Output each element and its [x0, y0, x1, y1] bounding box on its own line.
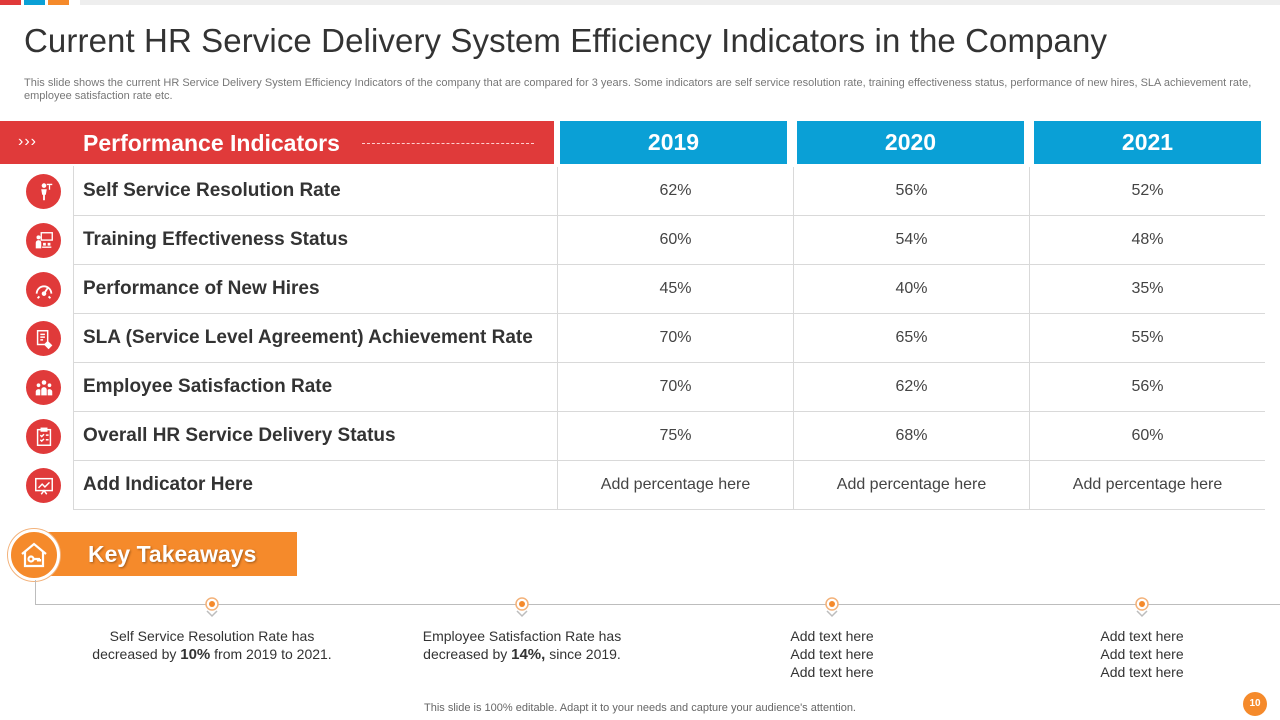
- value-2021: 60%: [1029, 412, 1265, 460]
- takeaway-text-end: since 2019.: [545, 646, 621, 662]
- header-year-2020: 2020: [797, 121, 1024, 164]
- chevron-down-icon: [826, 610, 838, 618]
- speedometer-icon: [26, 272, 61, 307]
- accent-blue: [24, 0, 45, 5]
- key-takeaways-label: Key Takeaways: [88, 541, 257, 567]
- value-2020: 65%: [793, 314, 1029, 362]
- table-row: Employee Satisfaction Rate 70% 62% 56%: [73, 363, 1265, 412]
- table-row: SLA (Service Level Agreement) Achievemen…: [73, 314, 1265, 363]
- table-row: Self Service Resolution Rate 62% 56% 52%: [73, 167, 1265, 216]
- top-accent-bars: [0, 0, 1280, 5]
- value-2019: 70%: [557, 363, 793, 411]
- chart-board-icon: [26, 468, 61, 503]
- value-2019: Add percentage here: [557, 461, 793, 509]
- value-2020: 40%: [793, 265, 1029, 313]
- value-2021: 48%: [1029, 216, 1265, 264]
- slide-title: Current HR Service Delivery System Effic…: [24, 22, 1108, 59]
- value-2020: 56%: [793, 167, 1029, 215]
- value-2021: 52%: [1029, 167, 1265, 215]
- takeaway-text-end: from 2019 to 2021.: [210, 646, 332, 662]
- takeaway-line: Add text here: [1100, 628, 1184, 644]
- chevron-down-icon: [206, 610, 218, 618]
- value-2019: 62%: [557, 167, 793, 215]
- takeaway-text: Add text here Add text here Add text her…: [1022, 627, 1262, 681]
- training-board-icon: [26, 223, 61, 258]
- value-2019: 75%: [557, 412, 793, 460]
- value-2019: 70%: [557, 314, 793, 362]
- indicator-name: Self Service Resolution Rate: [83, 180, 341, 201]
- value-2020: 68%: [793, 412, 1029, 460]
- indicator-name: Performance of New Hires: [83, 278, 320, 299]
- header-label: Performance Indicators: [83, 130, 340, 156]
- agreement-document-icon: [26, 321, 61, 356]
- page-number: 10: [1243, 692, 1267, 716]
- chevron-down-icon: [1136, 610, 1148, 618]
- timeline-marker-icon: [1135, 597, 1149, 611]
- takeaway-line: Add text here: [1100, 664, 1184, 680]
- header-year-2019: 2019: [560, 121, 787, 164]
- table-row: Training Effectiveness Status 60% 54% 48…: [73, 216, 1265, 265]
- accent-gray: [80, 0, 1280, 5]
- table-row: Add Indicator Here Add percentage here A…: [73, 461, 1265, 510]
- team-icon: [26, 370, 61, 405]
- indicator-name: SLA (Service Level Agreement) Achievemen…: [83, 327, 533, 348]
- value-2019: 60%: [557, 216, 793, 264]
- value-2019: 45%: [557, 265, 793, 313]
- accent-orange: [48, 0, 69, 5]
- header-year-2021: 2021: [1034, 121, 1261, 164]
- slide-subtitle: This slide shows the current HR Service …: [24, 77, 1252, 102]
- takeaway-text-start: Employee Satisfaction Rate has decreased…: [422, 628, 622, 662]
- timeline-marker-icon: [825, 597, 839, 611]
- chevron-down-icon: [516, 610, 528, 618]
- timeline-marker-icon: [515, 597, 529, 611]
- header-dashed-line: [362, 143, 534, 144]
- indicator-name: Overall HR Service Delivery Status: [83, 425, 396, 446]
- table-row: Overall HR Service Delivery Status 75% 6…: [73, 412, 1265, 461]
- value-2020: 54%: [793, 216, 1029, 264]
- takeaway-text: Add text here Add text here Add text her…: [712, 627, 952, 681]
- indicator-name: Employee Satisfaction Rate: [83, 376, 333, 397]
- value-2021: 56%: [1029, 363, 1265, 411]
- takeaway-line: Add text here: [790, 664, 874, 680]
- value-2020: 62%: [793, 363, 1029, 411]
- timeline-marker-icon: [205, 597, 219, 611]
- takeaway-highlight: 14%,: [511, 646, 546, 663]
- takeaway-line: Add text here: [1100, 646, 1184, 662]
- table-left-border: [73, 166, 74, 509]
- takeaway-line: Add text here: [790, 628, 874, 644]
- triple-chevron-icon: ›››: [18, 133, 37, 150]
- accent-red: [0, 0, 21, 5]
- presenter-icon: [26, 174, 61, 209]
- indicator-name: Training Effectiveness Status: [83, 229, 349, 250]
- timeline-connector: [35, 580, 36, 604]
- takeaway-text: Self Service Resolution Rate has decreas…: [92, 627, 332, 664]
- value-2020: Add percentage here: [793, 461, 1029, 509]
- footer-note: This slide is 100% editable. Adapt it to…: [424, 702, 856, 714]
- value-2021: Add percentage here: [1029, 461, 1265, 509]
- timeline-line: [35, 604, 1280, 605]
- key-takeaways-banner: Key Takeaways: [28, 532, 297, 576]
- value-2021: 35%: [1029, 265, 1265, 313]
- takeaway-text: Employee Satisfaction Rate has decreased…: [402, 627, 642, 664]
- value-2021: 55%: [1029, 314, 1265, 362]
- takeaway-highlight: 10%: [180, 646, 211, 663]
- table-row: Performance of New Hires 45% 40% 35%: [73, 265, 1265, 314]
- indicator-name: Add Indicator Here: [83, 474, 253, 495]
- clipboard-checklist-icon: [26, 419, 61, 454]
- takeaway-line: Add text here: [790, 646, 874, 662]
- header-performance-indicators: ››› Performance Indicators: [0, 121, 554, 164]
- takeaway-text-start: Self Service Resolution Rate has decreas…: [92, 628, 315, 662]
- house-key-icon: [8, 529, 60, 581]
